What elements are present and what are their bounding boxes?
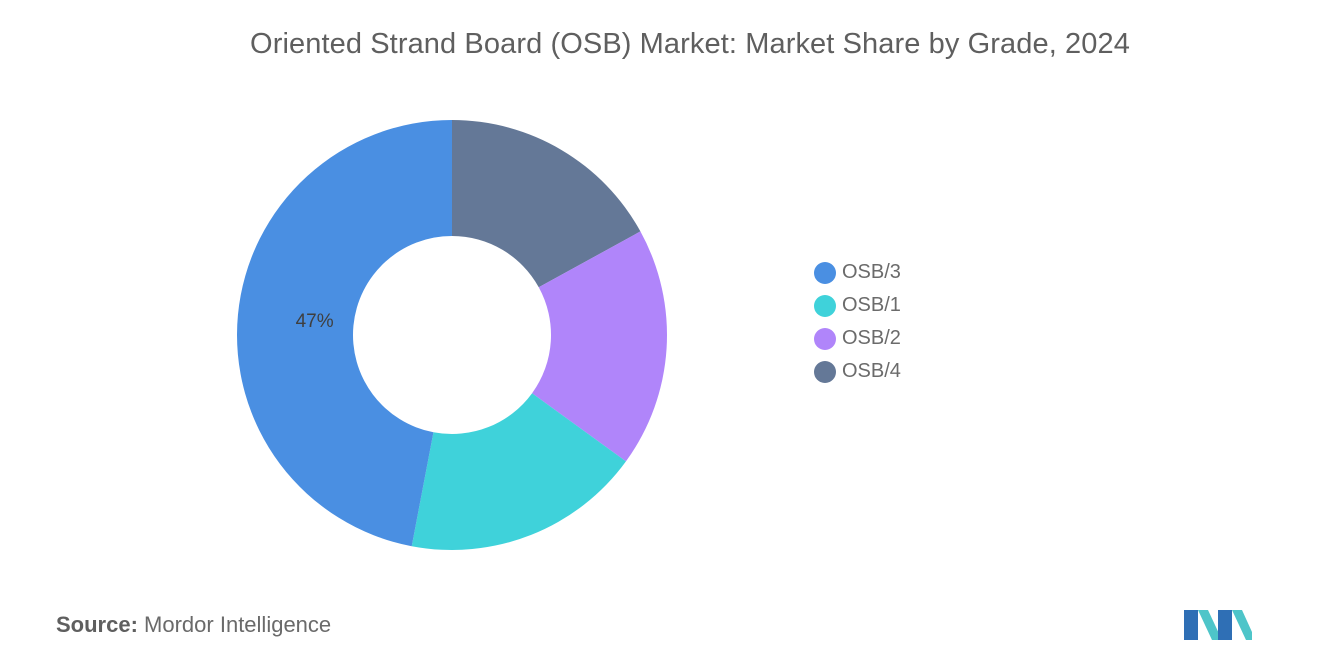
legend-label: OSB/3 [842, 261, 901, 283]
legend-item: OSB/1 [814, 289, 901, 322]
slice-osb-3 [237, 120, 452, 547]
legend-swatch [814, 360, 836, 383]
legend-label: OSB/4 [842, 360, 901, 382]
donut-data-labels: 47% [296, 311, 334, 332]
legend-item: OSB/4 [814, 355, 901, 388]
source-note: Source: Mordor Intelligence [56, 612, 331, 638]
mordor-intelligence-logo-icon [1184, 610, 1252, 640]
legend-label: OSB/2 [842, 327, 901, 349]
legend-item: OSB/2 [814, 322, 901, 355]
slice-osb-4 [452, 120, 641, 288]
legend-label: OSB/1 [842, 294, 901, 316]
chart-legend: OSB/3 OSB/1 OSB/2 OSB/4 [814, 256, 901, 388]
source-text: Mordor Intelligence [144, 612, 332, 637]
slice-osb-1 [411, 393, 626, 550]
legend-item: OSB/3 [814, 256, 901, 289]
legend-swatch [814, 261, 836, 284]
legend-swatch [814, 294, 836, 317]
chart-title: Oriented Strand Board (OSB) Market: Mark… [250, 28, 1130, 60]
legend-swatch [814, 327, 836, 350]
data-label-osb-3: 47% [296, 311, 334, 332]
donut-slices [237, 120, 667, 550]
slice-osb-2 [532, 231, 667, 462]
source-label: Source: [56, 612, 138, 637]
